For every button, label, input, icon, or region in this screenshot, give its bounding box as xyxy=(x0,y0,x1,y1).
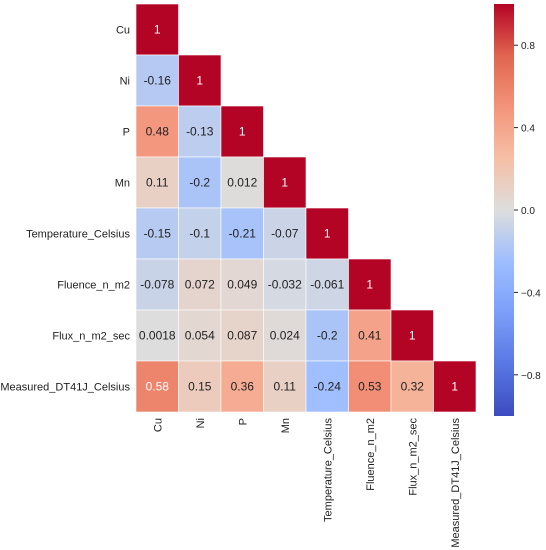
heatmap-cells: 1 -0.16 1 0.48 -0.13 1 0.11 -0.2 0.012 1 -0.15 -0.1… xyxy=(135,3,477,413)
cell-Temperature_Celsius-Ni xyxy=(178,207,222,260)
cell-value-label: 0.58 xyxy=(146,380,170,394)
cell-value-label: 1 xyxy=(451,380,458,394)
colorbar-tick-label: −0.8 xyxy=(521,371,541,382)
colorbar-tick-label: 0.8 xyxy=(521,41,535,52)
y-axis-labels: Cu Ni P Mn Temperature_Celsius Fluence_n_m2 Fl… xyxy=(0,25,130,394)
cell-Cu-Cu xyxy=(135,3,179,56)
cell-value-label: 0.48 xyxy=(146,125,170,139)
x-label-Measured_DT41J_Celsius: Measured_DT41J_Celsius xyxy=(450,418,462,548)
cell-Fluence_n_m2-Ni xyxy=(178,258,222,311)
cell-Flux_n_m2_sec-Ni xyxy=(178,309,222,362)
colorbar-gradient xyxy=(494,4,514,416)
cell-Temperature_Celsius-Temperature_Celsius xyxy=(305,207,349,260)
x-label-Mn: Mn xyxy=(280,418,292,433)
x-label-Fluence_n_m2: Fluence_n_m2 xyxy=(365,418,377,491)
cell-Flux_n_m2_sec-Mn xyxy=(263,309,307,362)
colorbar-tick-label: −0.4 xyxy=(521,288,541,299)
cell-value-label: -0.16 xyxy=(144,74,172,88)
cell-value-label: 0.054 xyxy=(185,329,215,343)
cell-value-label: 0.012 xyxy=(227,176,257,190)
cell-value-label: 0.0018 xyxy=(139,329,176,343)
cell-value-label: -0.078 xyxy=(140,278,174,292)
cell-value-label: -0.21 xyxy=(229,227,257,241)
cell-P-Ni xyxy=(178,105,222,158)
x-label-Flux_n_m2_sec: Flux_n_m2_sec xyxy=(407,418,419,496)
cell-value-label: -0.24 xyxy=(314,380,342,394)
cell-value-label: -0.15 xyxy=(144,227,172,241)
cell-value-label: 1 xyxy=(409,329,416,343)
cell-value-label: -0.2 xyxy=(189,176,210,190)
cell-Mn-Mn xyxy=(263,156,307,209)
cell-Mn-Ni xyxy=(178,156,222,209)
cell-Ni-Ni xyxy=(178,54,222,107)
x-label-Ni: Ni xyxy=(195,418,207,428)
y-label-Mn: Mn xyxy=(115,178,130,190)
cell-value-label: 0.087 xyxy=(227,329,257,343)
y-label-Temperature_Celsius: Temperature_Celsius xyxy=(26,229,130,241)
x-label-P: P xyxy=(237,418,249,425)
cell-value-label: 0.32 xyxy=(401,380,425,394)
cell-value-label: -0.061 xyxy=(310,278,344,292)
cell-value-label: 0.53 xyxy=(358,380,382,394)
cell-value-label: -0.13 xyxy=(186,125,214,139)
cell-Flux_n_m2_sec-Fluence_n_m2 xyxy=(348,309,392,362)
cell-value-label: 1 xyxy=(281,176,288,190)
cell-value-label: 1 xyxy=(239,125,246,139)
x-label-Cu: Cu xyxy=(152,418,164,432)
y-label-Flux_n_m2_sec: Flux_n_m2_sec xyxy=(52,331,130,343)
x-axis-labels: Cu Ni P Mn Temperature_Celsius Fluence_n_m2 Fl… xyxy=(152,418,462,548)
cell-value-label: 0.41 xyxy=(358,329,382,343)
cell-value-label: 0.072 xyxy=(185,278,215,292)
cell-value-label: 1 xyxy=(154,23,161,37)
cell-Fluence_n_m2-Mn xyxy=(263,258,307,311)
x-label-Temperature_Celsius: Temperature_Celsius xyxy=(322,418,334,522)
cell-value-label: -0.2 xyxy=(317,329,338,343)
cell-Measured_DT41J_Celsius-Cu xyxy=(135,360,179,413)
cell-value-label: 0.024 xyxy=(270,329,300,343)
cell-Flux_n_m2_sec-Flux_n_m2_sec xyxy=(390,309,434,362)
cell-Fluence_n_m2-P xyxy=(220,258,264,311)
cell-Measured_DT41J_Celsius-Fluence_n_m2 xyxy=(348,360,392,413)
cell-value-label: 1 xyxy=(366,278,373,292)
colorbar-tick-label: 0.0 xyxy=(521,206,535,217)
cell-value-label: 1 xyxy=(324,227,331,241)
cell-Fluence_n_m2-Temperature_Celsius xyxy=(305,258,349,311)
y-label-Fluence_n_m2: Fluence_n_m2 xyxy=(57,280,130,292)
cell-Measured_DT41J_Celsius-Measured_DT41J_Celsius xyxy=(433,360,477,413)
cell-Fluence_n_m2-Cu xyxy=(135,258,179,311)
cell-value-label: 0.11 xyxy=(274,380,297,394)
cell-Temperature_Celsius-Mn xyxy=(263,207,307,260)
cell-P-Cu xyxy=(135,105,179,158)
cell-Fluence_n_m2-Fluence_n_m2 xyxy=(348,258,392,311)
y-label-Measured_DT41J_Celsius: Measured_DT41J_Celsius xyxy=(0,382,130,394)
cell-P-P xyxy=(220,105,264,158)
cell-value-label: -0.032 xyxy=(268,278,302,292)
cell-value-label: 0.049 xyxy=(227,278,257,292)
cell-Flux_n_m2_sec-Cu xyxy=(135,309,179,362)
colorbar: 0.8 0.4 0.0 −0.4 −0.8 xyxy=(494,4,541,416)
y-label-Cu: Cu xyxy=(116,25,130,37)
cell-Measured_DT41J_Celsius-Flux_n_m2_sec xyxy=(390,360,434,413)
cell-Measured_DT41J_Celsius-P xyxy=(220,360,264,413)
y-label-Ni: Ni xyxy=(120,76,130,88)
cell-value-label: 1 xyxy=(196,74,203,88)
cell-Ni-Cu xyxy=(135,54,179,107)
cell-value-label: -0.07 xyxy=(271,227,299,241)
cell-value-label: 0.11 xyxy=(146,176,169,190)
cell-value-label: 0.36 xyxy=(231,380,255,394)
cell-value-label: -0.1 xyxy=(189,227,210,241)
y-label-P: P xyxy=(123,127,130,139)
cell-Temperature_Celsius-P xyxy=(220,207,264,260)
colorbar-ticks: 0.8 0.4 0.0 −0.4 −0.8 xyxy=(514,41,541,382)
colorbar-tick-label: 0.4 xyxy=(521,124,535,135)
cell-value-label: 0.15 xyxy=(188,380,212,394)
